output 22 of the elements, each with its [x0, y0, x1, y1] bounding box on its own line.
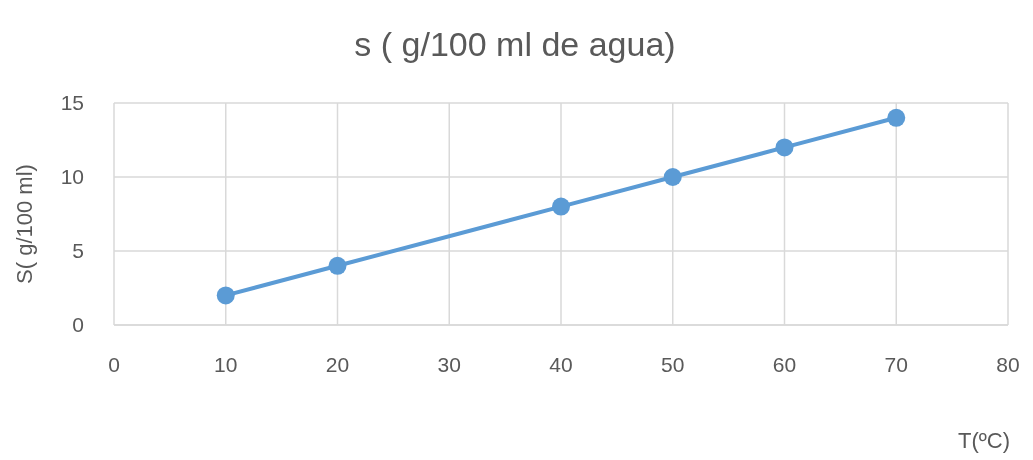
x-tick-label: 60 [772, 353, 797, 376]
y-tick-label: 0 [72, 313, 84, 336]
y-tick-label: 5 [72, 239, 84, 262]
x-tick-label: 10 [214, 353, 238, 376]
point [887, 108, 906, 127]
y-tick-label: 15 [60, 91, 84, 114]
x-tick-label: 70 [884, 353, 908, 376]
x-tick-label: 20 [325, 353, 350, 376]
x-tick-label: 30 [437, 353, 461, 376]
x-tick-label: 0 [108, 353, 120, 376]
point [552, 197, 570, 216]
point [775, 138, 794, 157]
y-axis-title: S( g/100 ml) [12, 164, 37, 284]
chart-title: s ( g/100 ml de agua) [354, 25, 676, 63]
point [216, 286, 235, 305]
x-tick-label: 80 [996, 353, 1020, 376]
point [328, 256, 347, 275]
x-tick-label: 40 [549, 353, 573, 376]
point [663, 168, 682, 186]
x-tick-label: 50 [661, 353, 685, 376]
x-axis-title: T(ºC) [957, 428, 1010, 453]
y-tick-label: 10 [60, 165, 84, 188]
